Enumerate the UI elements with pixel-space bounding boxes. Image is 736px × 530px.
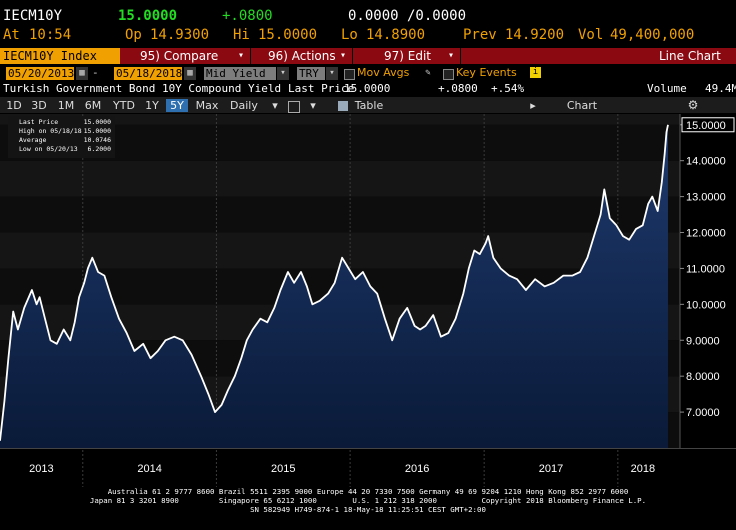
- price-area-fill: [0, 124, 668, 449]
- infobar-last-price: 15.0000: [344, 82, 391, 95]
- period-3d[interactable]: 3D: [31, 99, 47, 112]
- grid-band: [0, 114, 680, 125]
- period-1d[interactable]: 1D: [6, 99, 22, 112]
- table-button[interactable]: Table: [354, 99, 384, 112]
- chart-legend: Last Price 15.0000 High on 05/18/18 15.000…: [8, 116, 115, 158]
- footer-contacts-2: Japan 81 3 3201 8900 Singapore 65 6212 1…: [89, 496, 647, 505]
- y-tick-label: 12.0000: [686, 228, 726, 240]
- start-calendar-icon[interactable]: ▦: [76, 67, 88, 80]
- volume-label: Vol: [578, 27, 604, 43]
- y-tick-label: 11.0000: [686, 263, 725, 275]
- price-chart: 7.0000 8.0000 9.0000 10.0000 11.0000 12.0000 1…: [0, 114, 736, 487]
- last-price-marker-label: 15.0000: [686, 120, 726, 132]
- at-label: At: [3, 27, 20, 43]
- key-events-checkbox[interactable]: [443, 69, 454, 80]
- mov-avgs-checkbox[interactable]: [344, 69, 355, 80]
- open-value: 14.9300: [150, 27, 210, 43]
- function-toolbar: 95) Compare ▾ 96) Actions ▾ 97) Edit ▾ L…: [0, 48, 736, 64]
- infobar-last-price-label: Last Price: [288, 82, 355, 95]
- x-tick-label: 2014: [137, 463, 161, 475]
- volume-value: 49,400,000: [610, 27, 695, 43]
- x-tick-label: 2016: [405, 463, 429, 475]
- legend-high: 15.0000: [83, 127, 111, 135]
- last-price-marker: [681, 117, 735, 133]
- frequency-select[interactable]: Daily: [230, 99, 258, 112]
- x-tick-label: 2015: [271, 463, 295, 475]
- period-5y[interactable]: 5Y: [166, 99, 188, 112]
- period-1y[interactable]: 1Y: [145, 99, 159, 112]
- y-tick-label: 10.0000: [686, 299, 726, 311]
- infobar-volume-label: Volume: [647, 82, 687, 95]
- open-label: Op: [125, 27, 142, 43]
- infobar-pct-change: +.54%: [491, 82, 525, 95]
- start-date-field[interactable]: 05/20/2013: [6, 67, 75, 80]
- grid-band: [0, 196, 680, 233]
- period-max[interactable]: Max: [195, 99, 219, 112]
- infobar-change: +.0800: [438, 82, 478, 95]
- key-events-label: Key Events: [456, 66, 517, 79]
- security-field[interactable]: IECM10Y Index: [0, 48, 120, 64]
- end-calendar-icon[interactable]: ▦: [184, 67, 196, 80]
- legend-last-price-label: Last Price: [19, 118, 59, 126]
- bid-ask: 0.0000 /0.0000: [348, 8, 467, 24]
- line-style-icon[interactable]: [288, 101, 300, 113]
- currency-dropdown-icon[interactable]: ▾: [326, 67, 338, 80]
- legend-low-label: Low on 05/20/13: [19, 145, 78, 153]
- line-style-dropdown-icon[interactable]: ▾: [310, 99, 316, 112]
- prev-value: 14.9200: [505, 27, 565, 43]
- edit-dropdown-icon[interactable]: ▾: [448, 50, 455, 61]
- field-dropdown-icon[interactable]: ▾: [277, 67, 289, 80]
- date-range-dash: -: [92, 66, 99, 79]
- period-1m[interactable]: 1M: [57, 99, 75, 112]
- currency-select[interactable]: TRY: [297, 67, 325, 80]
- footer-contacts-1: Australia 61 2 9777 8600 Brazil 5511 239…: [107, 487, 629, 496]
- period-6m[interactable]: 6M: [84, 99, 102, 112]
- period-ytd[interactable]: YTD: [113, 99, 135, 112]
- chart-type-label[interactable]: Line Chart: [659, 49, 721, 63]
- grid-band: [0, 160, 680, 197]
- legend-average-label: Average: [19, 136, 47, 144]
- prev-label: Prev: [463, 27, 497, 43]
- high-value: 15.0000: [258, 27, 318, 43]
- gear-icon[interactable]: ⚙: [687, 98, 699, 112]
- legend-average: 10.0746: [83, 136, 111, 144]
- ticker: IECM10Y: [3, 8, 63, 24]
- price-change: +.0800: [222, 8, 273, 24]
- x-tick-label: 2017: [539, 463, 563, 475]
- infobar-volume: 49.4M: [705, 82, 736, 95]
- footer-session: SN 582949 H749-874-1 18-May-18 11:25:51 …: [250, 505, 486, 514]
- legend-high-label: High on 05/18/18: [19, 127, 82, 135]
- y-tick-label: 7.0000: [686, 407, 720, 419]
- mov-avgs-label: Mov Avgs: [357, 66, 410, 79]
- y-tick-label: 9.0000: [686, 335, 720, 347]
- y-tick-label: 14.0000: [686, 156, 726, 168]
- edit-button[interactable]: 97) Edit: [384, 49, 432, 63]
- mov-avgs-edit-icon[interactable]: ✎: [425, 68, 431, 78]
- chart-content-button[interactable]: Chart Content: [560, 99, 604, 125]
- field-select[interactable]: Mid Yield: [204, 67, 276, 80]
- last-price: 15.0000: [118, 8, 178, 24]
- legend-last-price: 15.0000: [83, 118, 111, 126]
- legend-low: 6.2000: [87, 145, 111, 153]
- chart-content-expand-icon[interactable]: ▸: [530, 99, 536, 112]
- actions-dropdown-icon[interactable]: ▾: [340, 50, 347, 61]
- y-tick-label: 13.0000: [686, 192, 726, 204]
- key-events-icon[interactable]: i: [530, 67, 541, 78]
- actions-button[interactable]: 96) Actions: [268, 49, 336, 63]
- low-label: Lo: [341, 27, 358, 43]
- price-line: [0, 124, 669, 441]
- x-tick-label: 2018: [631, 463, 655, 475]
- y-tick-label: 8.0000: [686, 371, 720, 383]
- low-value: 14.8900: [366, 27, 426, 43]
- quote-time: 10:54: [29, 27, 72, 43]
- frequency-dropdown-icon[interactable]: ▾: [272, 99, 278, 112]
- x-tick-label: 2013: [29, 463, 53, 475]
- compare-button[interactable]: 95) Compare: [140, 49, 219, 63]
- table-icon[interactable]: [338, 101, 348, 111]
- end-date-field[interactable]: 05/18/2018: [114, 67, 183, 80]
- security-description: Turkish Government Bond 10Y Compound Yie…: [3, 82, 282, 95]
- high-label: Hi: [233, 27, 250, 43]
- compare-dropdown-icon[interactable]: ▾: [238, 50, 245, 61]
